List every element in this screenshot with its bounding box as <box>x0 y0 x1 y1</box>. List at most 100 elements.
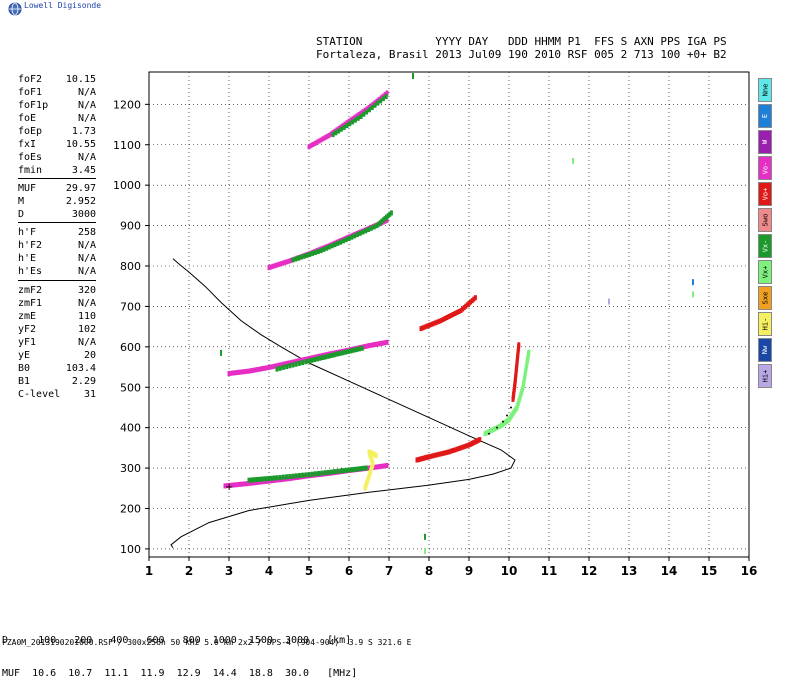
legend-item-vxx: Vx- <box>758 234 772 258</box>
trace-vox <box>265 365 269 371</box>
trace-vox <box>371 342 375 348</box>
param-label: fxI <box>18 139 37 150</box>
trace-vxx <box>376 100 380 106</box>
param-value: 1.73 <box>71 126 96 137</box>
trace-vox <box>285 259 289 265</box>
trace-vox <box>327 133 331 138</box>
param-label: fmin <box>18 165 43 176</box>
trace-vox <box>255 367 259 373</box>
trace-vxx <box>486 429 490 435</box>
trace-vox <box>385 217 389 223</box>
header-line-labels: STATION YYYY DAY DDD HHMM P1 FFS S AXN P… <box>316 35 727 48</box>
trace-vxx <box>313 357 317 363</box>
trace-hix <box>374 453 378 459</box>
trace-vxx <box>338 351 342 356</box>
trace-vox <box>275 363 279 369</box>
trace-vox <box>249 480 253 486</box>
trace-vox <box>233 482 237 488</box>
trace-vox <box>383 218 387 224</box>
trace-vox <box>357 111 361 117</box>
trace-vxx <box>342 124 346 130</box>
trace-vox <box>261 479 265 485</box>
y-tick-label: 200 <box>120 503 141 516</box>
trace-vxx <box>331 132 335 138</box>
trace-vxx <box>362 111 366 117</box>
trace-vxx <box>346 349 350 354</box>
param-value: N/A <box>77 240 96 251</box>
trace-vxx <box>356 115 360 121</box>
legend-item-hix: Hi- <box>758 312 772 336</box>
trace-vxx <box>347 236 351 241</box>
trace-vxx <box>332 352 336 358</box>
trace-vox <box>271 364 275 370</box>
trace-vxx <box>321 355 325 360</box>
trace-vox <box>377 341 381 347</box>
trace-vxx <box>250 477 254 483</box>
legend-item-sxe: Sxe <box>758 286 772 310</box>
param-row-ye: yE 20 <box>18 350 96 363</box>
trace-vox <box>228 482 232 488</box>
trace-vox <box>459 308 463 313</box>
trace-vxx <box>324 354 328 360</box>
trace-vox <box>429 453 433 459</box>
trace-vxx <box>342 468 346 474</box>
plot-frame <box>148 71 750 558</box>
trace-vxx <box>379 98 383 104</box>
trace-vox <box>249 368 253 374</box>
trace-vxx <box>253 477 257 483</box>
param-label: foF1p <box>18 100 49 111</box>
trace-vox <box>269 364 273 370</box>
trace-vox <box>281 361 285 367</box>
trace-vxx <box>364 228 368 234</box>
param-value: 258 <box>77 227 96 238</box>
trace-vxx <box>325 245 329 251</box>
legend-label: Hi- <box>761 317 769 331</box>
trace-vox <box>247 480 251 486</box>
trace-vox <box>259 479 263 485</box>
param-row-d: D 3000 <box>18 209 96 222</box>
param-label: M <box>18 196 25 207</box>
x-tick-label: 12 <box>581 564 598 578</box>
trace-vxx <box>291 257 295 263</box>
trace-vxx <box>302 253 306 259</box>
trace-vxx <box>355 232 359 238</box>
param-row-clevel: C-level 31 <box>18 389 96 402</box>
trace-vxx <box>337 128 341 134</box>
trace-vox <box>425 323 429 329</box>
param-row-yf1: yF1 N/A <box>18 337 96 350</box>
trace-vxx <box>264 476 268 482</box>
trace-vox <box>447 449 451 455</box>
trace-vxx <box>247 477 251 483</box>
param-label: zmE <box>18 311 37 322</box>
trace-vxx <box>313 471 317 477</box>
trace-vox <box>349 117 353 123</box>
x-tick-label: 10 <box>501 564 518 578</box>
trace-vxx <box>291 473 295 479</box>
legend-label: Sxe <box>761 291 769 305</box>
param-label: h'F2 <box>18 240 43 251</box>
trace-vox <box>279 261 283 267</box>
trace-vox <box>259 366 263 372</box>
trace-vox <box>365 106 369 112</box>
trace-vxx <box>345 467 349 473</box>
trace-vox <box>465 302 469 308</box>
trace-vxx <box>294 256 298 262</box>
scattered-echo <box>692 279 694 286</box>
y-tick-label: 1200 <box>113 98 141 111</box>
param-value: 110 <box>77 311 96 322</box>
legend-item-swo: Swo <box>758 208 772 232</box>
trace-vxx <box>343 349 347 355</box>
param-row-he: h'E N/A <box>18 253 96 266</box>
legend-item-w: W <box>758 130 772 154</box>
param-row-b1: B1 2.29 <box>18 376 96 389</box>
trace-vox <box>277 362 281 368</box>
legend-item-hix: Hi+ <box>758 364 772 388</box>
trace-vxx <box>333 469 337 475</box>
trace-vxx <box>339 239 343 245</box>
y-tick-label: 1100 <box>113 139 141 152</box>
trace-vxx <box>288 474 292 479</box>
trace-vxx <box>483 431 487 437</box>
trace-vox <box>315 472 319 478</box>
trace-vox <box>443 450 447 456</box>
trace-vox <box>337 125 341 131</box>
